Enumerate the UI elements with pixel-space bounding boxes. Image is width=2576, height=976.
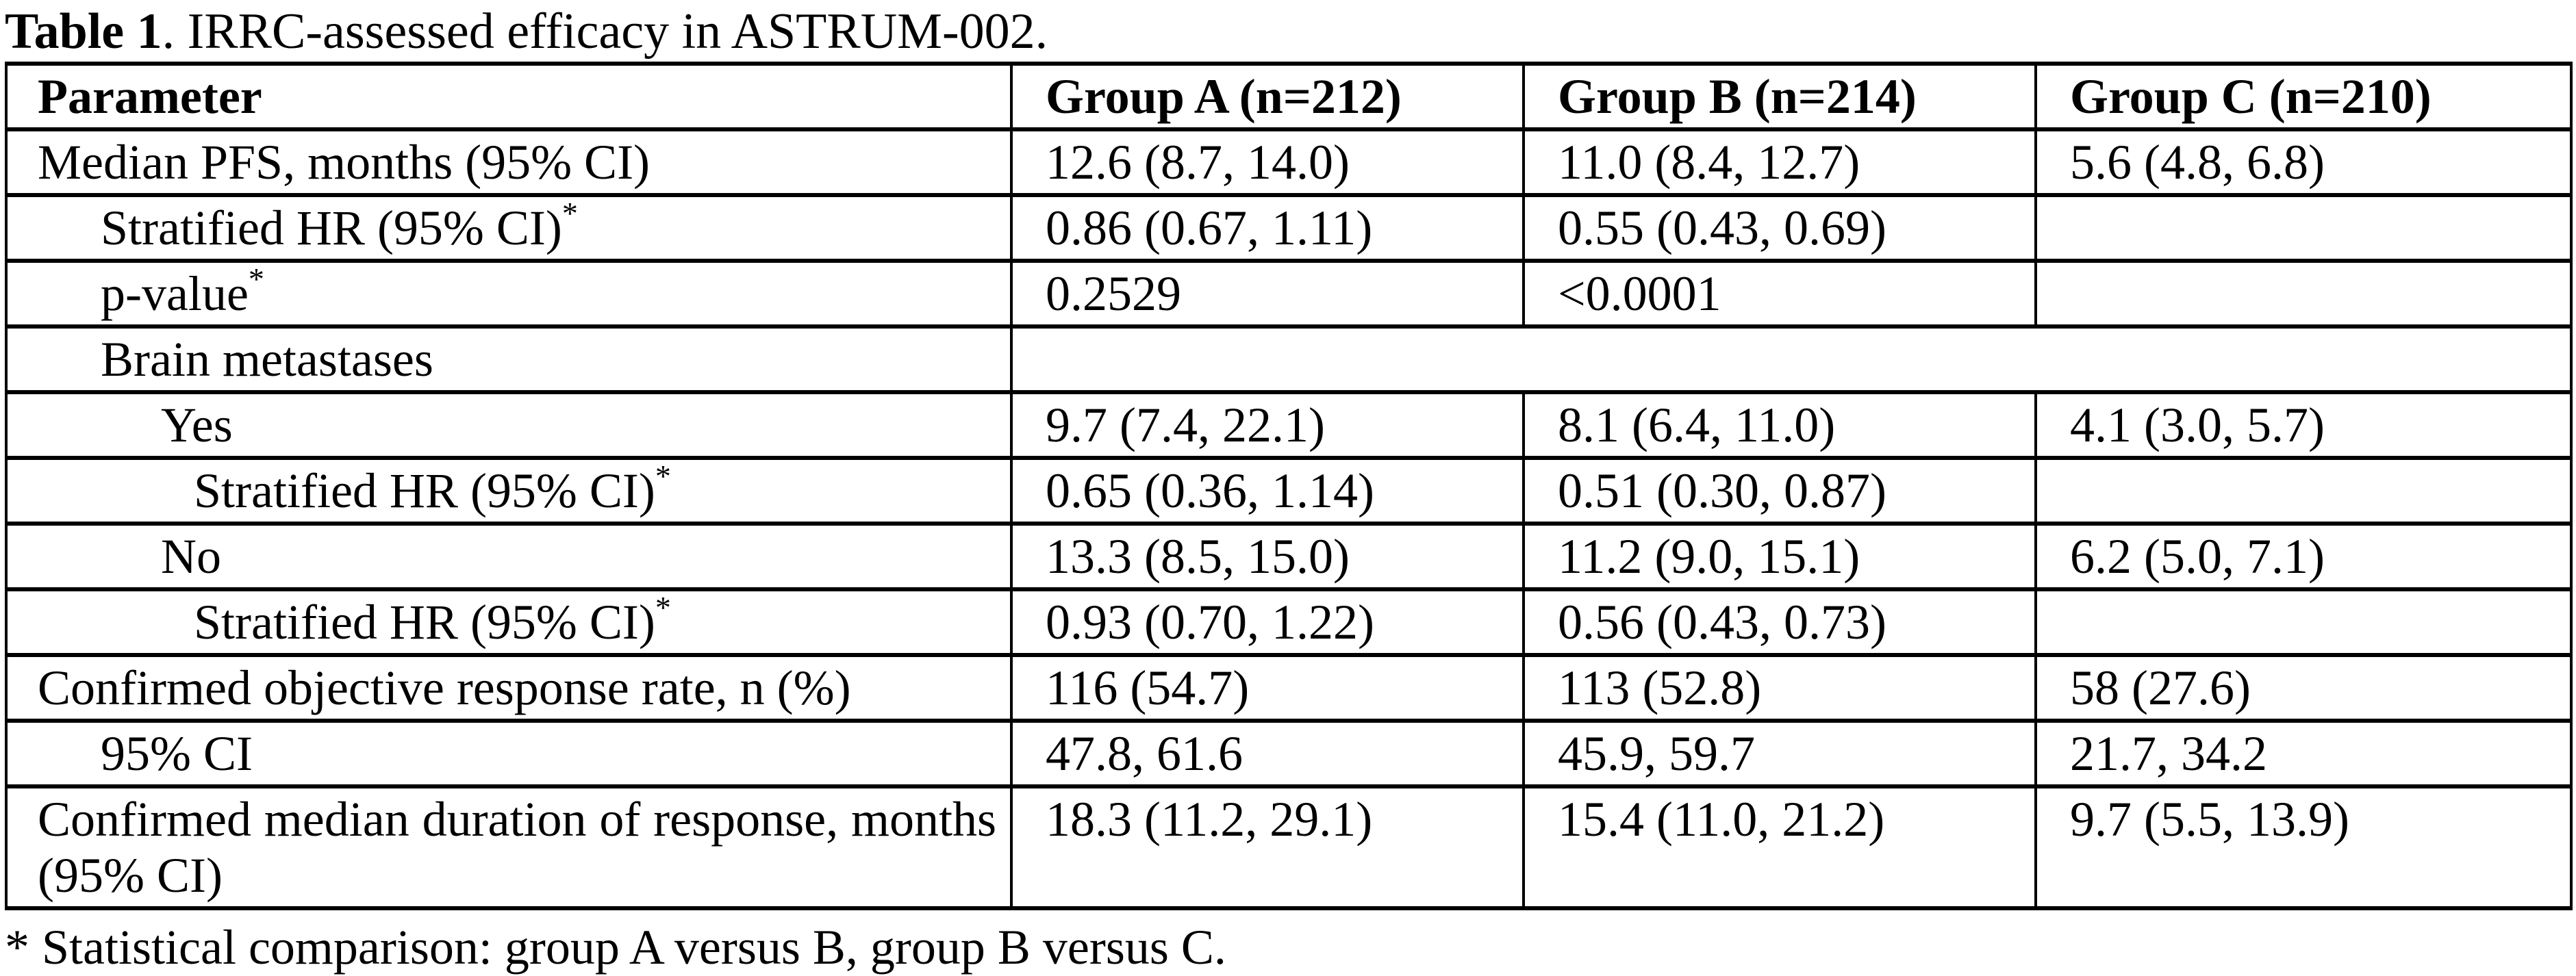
parameter-label: Median PFS, months (95% CI) — [38, 135, 651, 190]
value-cell-group-b: 8.1 (6.4, 11.0) — [1522, 390, 2037, 460]
value-cell-group-b: 11.2 (9.0, 15.1) — [1522, 522, 2037, 591]
table-row: 95% CI 47.8, 61.6 45.9, 59.7 21.7, 34.2 — [5, 719, 2573, 788]
table-row: Stratified HR (95% CI)* 0.86 (0.67, 1.11)… — [5, 193, 2573, 263]
value-cell-group-a: 0.93 (0.70, 1.22) — [1010, 587, 1525, 657]
table-row: Brain metastases — [5, 324, 2573, 394]
table-caption-number: Table 1 — [5, 3, 162, 60]
parameter-cell: Stratified HR (95% CI)* — [5, 456, 1013, 526]
table-header: Parameter Group A (n=212) Group B (n=214… — [5, 62, 2573, 131]
parameter-cell: Median PFS, months (95% CI) — [5, 127, 1013, 197]
value-cell-group-a: 13.3 (8.5, 15.0) — [1010, 522, 1525, 591]
value-cell-group-a: 12.6 (8.7, 14.0) — [1010, 127, 1525, 197]
parameter-cell: No — [5, 522, 1013, 591]
column-header-parameter: Parameter — [5, 62, 1013, 131]
header-row: Parameter Group A (n=212) Group B (n=214… — [5, 62, 2573, 131]
parameter-label: No — [161, 529, 221, 584]
value-cell-group-a: 9.7 (7.4, 22.1) — [1010, 390, 1525, 460]
parameter-label: p-value — [101, 266, 249, 321]
parameter-label: Stratified HR (95% CI) — [101, 201, 562, 255]
efficacy-table: Parameter Group A (n=212) Group B (n=214… — [5, 62, 2573, 910]
table-row: No 13.3 (8.5, 15.0) 11.2 (9.0, 15.1) 6.2 (5… — [5, 522, 2573, 591]
parameter-label: Stratified HR (95% CI) — [194, 463, 655, 518]
value-cell-group-a: 0.86 (0.67, 1.11) — [1010, 193, 1525, 263]
table-row: Confirmed median duration of response, m… — [5, 784, 2573, 910]
column-header-group-b: Group B (n=214) — [1522, 62, 2037, 131]
value-cell-group-a: 18.3 (11.2, 29.1) — [1010, 784, 1525, 910]
parameter-label: Stratified HR (95% CI) — [194, 595, 655, 650]
table-body: Median PFS, months (95% CI) 12.6 (8.7, 14… — [5, 127, 2573, 910]
value-cell-group-c: 4.1 (3.0, 5.7) — [2034, 390, 2573, 460]
parameter-label: Confirmed objective response rate, n (%) — [38, 660, 851, 715]
value-cell-group-b: 0.51 (0.30, 0.87) — [1522, 456, 2037, 526]
table-row: Yes 9.7 (7.4, 22.1) 8.1 (6.4, 11.0) 4.1 (3.… — [5, 390, 2573, 460]
table-row: Median PFS, months (95% CI) 12.6 (8.7, 14… — [5, 127, 2573, 197]
parameter-cell: Confirmed median duration of response, m… — [5, 784, 1013, 910]
value-cell-group-c: 6.2 (5.0, 7.1) — [2034, 522, 2573, 591]
value-cell-group-a: 116 (54.7) — [1010, 653, 1525, 723]
value-cell-group-b: 15.4 (11.0, 21.2) — [1522, 784, 2037, 910]
parameter-cell: Yes — [5, 390, 1013, 460]
value-cell-group-c: 5.6 (4.8, 6.8) — [2034, 127, 2573, 197]
footnote-marker: * — [655, 459, 671, 493]
value-cell-group-b: 45.9, 59.7 — [1522, 719, 2037, 788]
value-cell-group-a: 0.2529 — [1010, 259, 1525, 329]
parameter-cell: 95% CI — [5, 719, 1013, 788]
parameter-label: Brain metastases — [101, 332, 433, 387]
column-header-group-a: Group A (n=212) — [1010, 62, 1525, 131]
value-cell-group-b: 11.0 (8.4, 12.7) — [1522, 127, 2037, 197]
footnote: * Statistical comparison: group A versus… — [5, 920, 1226, 975]
parameter-label: 95% CI — [101, 726, 253, 781]
value-cell-group-c: 58 (27.6) — [2034, 653, 2573, 723]
table-row: p-value* 0.2529 <0.0001 — [5, 259, 2573, 329]
table-caption-text: . IRRC-assessed efficacy in ASTRUM-002. — [162, 3, 1048, 60]
parameter-cell: Brain metastases — [5, 324, 1013, 394]
table-row: Stratified HR (95% CI)* 0.65 (0.36, 1.14)… — [5, 456, 2573, 526]
value-cell-group-a: 47.8, 61.6 — [1010, 719, 1525, 788]
value-cell-group-b: 0.55 (0.43, 0.69) — [1522, 193, 2037, 263]
value-cell-group-c — [2034, 259, 2573, 329]
footnote-marker: * — [561, 196, 578, 231]
table-caption: Table 1. IRRC-assessed efficacy in ASTRU… — [5, 4, 2576, 59]
footnote-marker: * — [248, 261, 264, 296]
value-cell-group-b: 0.56 (0.43, 0.73) — [1522, 587, 2037, 657]
value-cell-group-a: 0.65 (0.36, 1.14) — [1010, 456, 1525, 526]
merged-empty-cell — [1010, 324, 2573, 394]
parameter-cell: Stratified HR (95% CI)* — [5, 193, 1013, 263]
footnote-marker: * — [655, 590, 671, 625]
parameter-cell: Stratified HR (95% CI)* — [5, 587, 1013, 657]
parameter-label: Yes — [161, 398, 233, 452]
value-cell-group-b: 113 (52.8) — [1522, 653, 2037, 723]
value-cell-group-b: <0.0001 — [1522, 259, 2037, 329]
parameter-label: Confirmed median duration of response, m… — [38, 792, 996, 903]
table-row: Confirmed objective response rate, n (%)… — [5, 653, 2573, 723]
value-cell-group-c — [2034, 587, 2573, 657]
value-cell-group-c: 9.7 (5.5, 13.9) — [2034, 784, 2573, 910]
value-cell-group-c — [2034, 456, 2573, 526]
column-header-group-c: Group C (n=210) — [2034, 62, 2573, 131]
table-row: Stratified HR (95% CI)* 0.93 (0.70, 1.22)… — [5, 587, 2573, 657]
value-cell-group-c — [2034, 193, 2573, 263]
parameter-cell: Confirmed objective response rate, n (%) — [5, 653, 1013, 723]
parameter-cell: p-value* — [5, 259, 1013, 329]
value-cell-group-c: 21.7, 34.2 — [2034, 719, 2573, 788]
